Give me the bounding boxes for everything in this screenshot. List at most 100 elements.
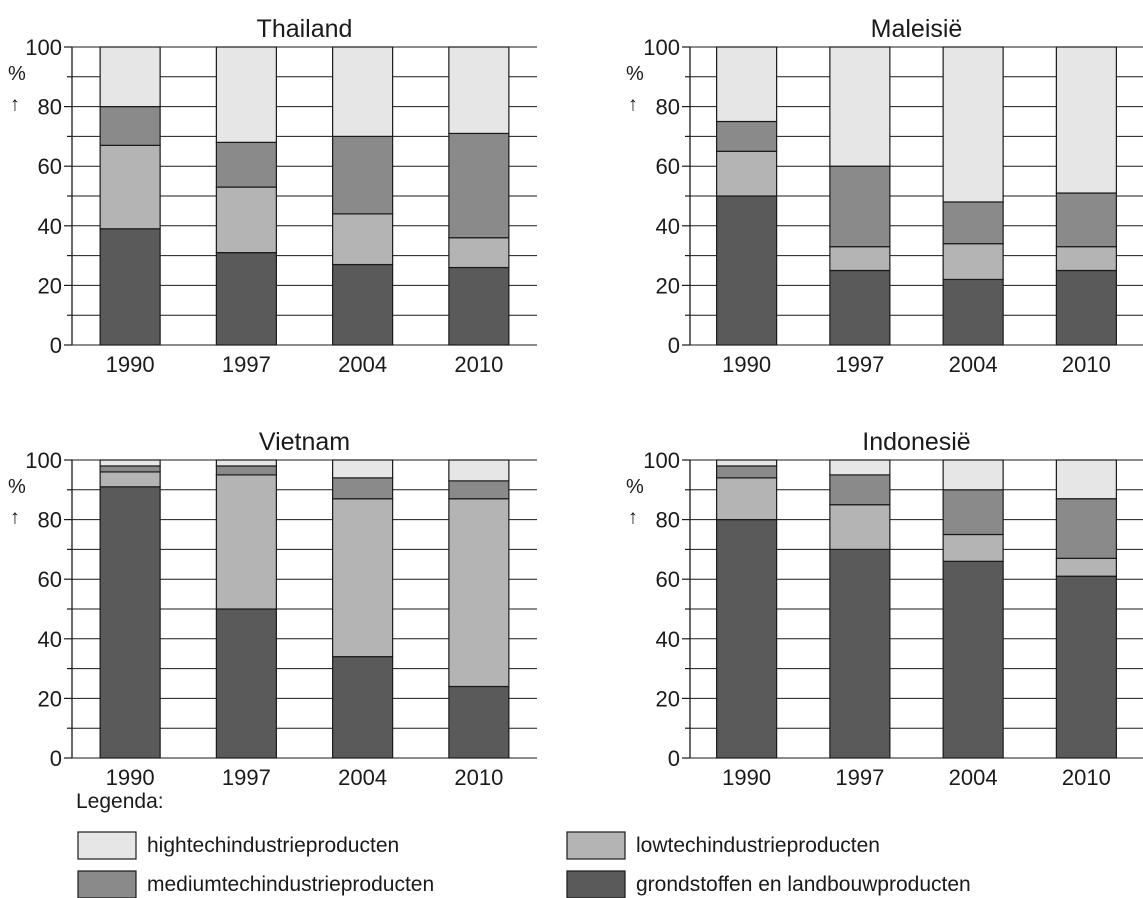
bar-segment-lowtechindustrieproducten [99,144,161,230]
legend-label-mediumtech: mediumtechindustrieproducten [147,873,434,896]
bar-segment-hightechindustrieproducten [829,459,891,476]
y-tick-label: 60 [38,567,62,592]
bar-segment-hightechindustrieproducten [829,46,891,167]
bar-segment-mediumtechindustrieproducten [448,480,510,500]
y-tick-label: 20 [656,686,680,711]
y-tick-label: 80 [656,95,680,120]
bar-segment-lowtechindustrieproducten [448,237,510,269]
y-tick-label: 100 [25,448,62,473]
y-unit-arrow: ↑ [628,507,638,529]
bar-segment-hightechindustrieproducten [99,459,161,467]
y-tick-label: 0 [50,333,62,358]
bar-segment-lowtechindustrieproducten [448,498,510,688]
panel-title-thailand: Thailand [257,15,353,43]
bar-segment-grondstoffen-en-landbouwproducten [448,266,510,346]
bar-segment-lowtechindustrieproducten [215,186,277,254]
bar-segment-mediumtechindustrieproducten [332,477,394,500]
bar-segment-lowtechindustrieproducten [829,246,891,272]
x-tick-label: 2004 [338,765,387,790]
x-tick-label: 2010 [1062,352,1111,377]
bar-segment-hightechindustrieproducten [215,459,277,467]
x-tick-label: 2004 [949,352,998,377]
bar-segment-lowtechindustrieproducten [99,471,161,488]
panel-title-maleisie: Maleisië [871,15,963,43]
bar-segment-hightechindustrieproducten [942,46,1004,203]
bar-segment-lowtechindustrieproducten [716,477,778,521]
bar-segment-grondstoffen-en-landbouwproducten [215,608,277,759]
panel-maleisie: Maleisië 0 20 40 60 80 100% ↑ 1990 1997 2004 2010 [626,15,1143,377]
y-tick-label: 0 [668,746,680,771]
x-tick-label: 1990 [722,352,771,377]
x-tick-label: 1997 [835,352,884,377]
bar-segment-mediumtechindustrieproducten [99,465,161,473]
bar-segment-lowtechindustrieproducten [215,474,277,610]
y-tick-label: 60 [656,567,680,592]
bar-segment-grondstoffen-en-landbouwproducten [448,685,510,759]
legend-label-grondstoffen: grondstoffen en landbouwproducten [636,873,971,896]
bar-segment-mediumtechindustrieproducten [332,135,394,215]
bar-segment-lowtechindustrieproducten [1055,246,1117,272]
bar-segment-hightechindustrieproducten [99,46,161,108]
y-tick-label: 20 [38,273,62,298]
x-tick-label: 2004 [338,352,387,377]
bar-segment-grondstoffen-en-landbouwproducten [829,548,891,759]
legend-swatch-lowtech [566,831,626,860]
bar-segment-hightechindustrieproducten [716,46,778,123]
y-tick-label: 40 [656,214,680,239]
legend-swatch-mediumtech [77,870,137,898]
y-unit-label: % [626,476,644,498]
legend-title: Legenda: [76,790,164,813]
y-tick-label: 20 [38,686,62,711]
x-tick-label: 2010 [1062,765,1111,790]
bar-segment-lowtechindustrieproducten [829,504,891,551]
bar-segment-grondstoffen-en-landbouwproducten [1055,269,1117,346]
y-unit-label: % [626,63,644,85]
x-tick-label: 2010 [454,765,503,790]
bar-segment-grondstoffen-en-landbouwproducten [215,252,277,346]
y-tick-label: 100 [643,448,680,473]
bar-segment-grondstoffen-en-landbouwproducten [1055,575,1117,759]
bar-segment-grondstoffen-en-landbouwproducten [829,269,891,346]
x-tick-label: 1997 [222,765,271,790]
bar-segment-mediumtechindustrieproducten [1055,192,1117,248]
y-unit-arrow: ↑ [10,94,20,116]
panel-title-indonesie: Indonesië [862,428,970,456]
bar-segment-mediumtechindustrieproducten [1055,498,1117,559]
x-tick-label: 2010 [454,352,503,377]
bar-segment-lowtechindustrieproducten [942,243,1004,281]
panel-thailand: Thailand 0 20 40 60 80 100% ↑ 1990 1997 2004 2010 [8,15,537,377]
bar-segment-mediumtechindustrieproducten [716,465,778,479]
y-unit-arrow: ↑ [10,507,20,529]
x-tick-label: 1990 [106,352,155,377]
bar-segment-mediumtechindustrieproducten [215,465,277,476]
bar-segment-hightechindustrieproducten [1055,459,1117,500]
y-tick-label: 100 [25,35,62,60]
bar-segment-mediumtechindustrieproducten [215,141,277,188]
x-tick-label: 1997 [222,352,271,377]
bar-segment-grondstoffen-en-landbouwproducten [332,656,394,759]
bar-segment-lowtechindustrieproducten [332,498,394,658]
bar-segment-lowtechindustrieproducten [1055,557,1117,577]
bar-segment-grondstoffen-en-landbouwproducten [716,518,778,759]
bar-segment-hightechindustrieproducten [448,46,510,135]
bar-segment-grondstoffen-en-landbouwproducten [942,278,1004,346]
y-tick-label: 40 [38,214,62,239]
y-tick-label: 60 [656,154,680,179]
panel-vietnam: Vietnam 0 20 40 60 80 100% ↑ 1990 1997 2004 2010 [8,428,537,790]
y-tick-label: 80 [38,95,62,120]
legend-label-hightech: hightechindustrieproducten [147,834,399,857]
bar-segment-grondstoffen-en-landbouwproducten [716,195,778,346]
bar-segment-hightechindustrieproducten [716,459,778,467]
legend-swatch-hightech [77,831,137,860]
bar-segment-mediumtechindustrieproducten [942,201,1004,245]
panel-title-vietnam: Vietnam [259,428,350,456]
bar-segment-mediumtechindustrieproducten [448,132,510,239]
panels-layer: Thailand 0 20 40 60 80 100% ↑ 1990 1997 2004 2010 Ma… [8,15,1143,790]
bar-segment-hightechindustrieproducten [942,459,1004,491]
bar-segment-lowtechindustrieproducten [332,213,394,266]
y-tick-label: 80 [656,508,680,533]
x-tick-label: 1997 [835,765,884,790]
bar-segment-hightechindustrieproducten [332,46,394,138]
y-tick-label: 80 [38,508,62,533]
